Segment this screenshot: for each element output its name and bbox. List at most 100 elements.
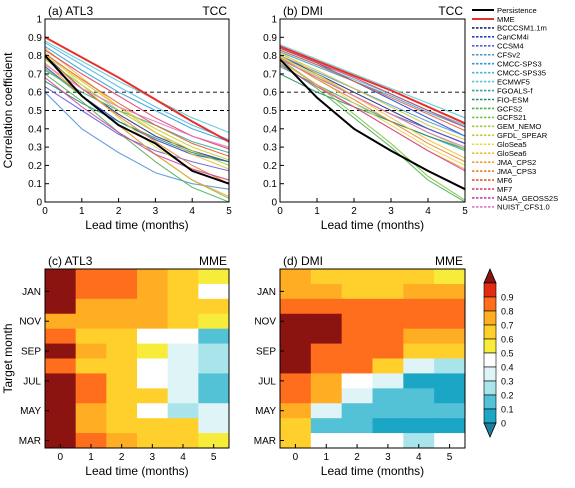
colorbar-box xyxy=(483,380,497,396)
colorbar-tick-label: 0 xyxy=(501,419,506,429)
x-tick-label: 1 xyxy=(88,452,94,463)
y-tick-label: MAY xyxy=(20,406,41,417)
series-line-glosea6 xyxy=(44,47,230,170)
colorbar-box xyxy=(483,296,497,312)
heatmap-cell-may-lead-1 xyxy=(75,403,107,419)
heatmap-cell-apr-lead-2 xyxy=(106,418,138,434)
heatmap-cell-feb-lead-3 xyxy=(137,269,169,285)
colorbar-box xyxy=(483,324,497,340)
colorbar-box xyxy=(483,352,497,368)
x-tick-label: 5 xyxy=(447,452,453,463)
heatmap-cell-oct-lead-3 xyxy=(137,328,169,345)
heatmap-cell-mar-lead-0 xyxy=(280,433,312,449)
heatmap-cell-dec-lead-4 xyxy=(403,298,435,315)
heatmap-cell-nov-lead-5 xyxy=(434,313,466,330)
x-tick-label: 0 xyxy=(277,206,283,217)
heatmap-cell-mar-lead-5 xyxy=(434,433,466,449)
heatmap-cell-apr-lead-3 xyxy=(137,418,169,434)
heatmap-cell-jul-lead-0 xyxy=(45,373,77,389)
heatmap-cell-dec-lead-0 xyxy=(280,298,312,315)
heatmap-cell-jul-lead-2 xyxy=(106,373,138,389)
heatmap-cell-jul-lead-0 xyxy=(280,373,312,389)
heatmap-cell-apr-lead-5 xyxy=(198,418,230,434)
heatmap-cell-jul-lead-3 xyxy=(137,373,169,389)
heatmap-cell-aug-lead-3 xyxy=(137,358,169,374)
legend-label-mf6: MF6 xyxy=(497,176,512,185)
legend-label-ecmwf5: ECMWF5 xyxy=(497,77,530,86)
heatmap-cell-jun-lead-3 xyxy=(137,388,169,404)
heatmap-cell-mar-lead-3 xyxy=(137,433,169,449)
y-tick-label: 0.4 xyxy=(263,124,277,135)
legend-label-persistence: Persistence xyxy=(497,6,537,15)
heatmap-cell-jan-lead-4 xyxy=(403,283,435,300)
heatmap-cell-jan-lead-3 xyxy=(137,283,169,300)
heatmap-cell-nov-lead-1 xyxy=(75,313,107,330)
series-line-persistence xyxy=(279,58,466,191)
y-tick-label: JUL xyxy=(258,376,276,387)
y-tick-label: 0.9 xyxy=(263,33,277,44)
heatmap-cell-jan-lead-0 xyxy=(280,283,312,300)
series-line-cmcc-sps3 xyxy=(279,51,466,128)
heatmap-cell-jul-lead-1 xyxy=(310,373,343,389)
heatmap-cell-feb-lead-3 xyxy=(372,269,404,285)
x-axis-label: Lead time (months) xyxy=(85,464,188,478)
plot-frame xyxy=(279,268,466,449)
heatmap-cell-jan-lead-4 xyxy=(167,283,199,300)
heatmap-cell-jun-lead-5 xyxy=(198,388,230,404)
series-line-cfsv2 xyxy=(279,55,466,137)
heatmap-cell-mar-lead-1 xyxy=(310,433,343,449)
series-line-gem-nemo xyxy=(44,58,230,166)
heatmap-cell-jun-lead-4 xyxy=(403,388,435,404)
y-tick-label: 0.8 xyxy=(263,51,277,62)
legend-label-nuist-cfs1-0: NUIST_CFS1.0 xyxy=(497,203,550,212)
heatmap-cell-dec-lead-1 xyxy=(310,298,343,315)
series-line-ccsm4 xyxy=(44,86,230,172)
y-tick-label: 0.2 xyxy=(28,161,42,172)
series-line-cfsv2 xyxy=(44,91,230,190)
series-line-gcfs2 xyxy=(44,73,230,203)
heatmap-cell-may-lead-1 xyxy=(310,403,343,419)
x-tick-label: 5 xyxy=(211,452,217,463)
series-line-mf6 xyxy=(279,49,466,132)
heatmap-cell-oct-lead-2 xyxy=(106,328,138,345)
legend-label-fgoals-f: FGOALS-f xyxy=(497,86,533,95)
legend-label-gfdl-spear: GFDL_SPEAR xyxy=(497,131,548,140)
heatmap-cell-may-lead-3 xyxy=(137,403,169,419)
heatmap-cell-dec-lead-1 xyxy=(75,298,107,315)
legend-label-fio-esm: FIO-ESM xyxy=(497,95,529,104)
heatmap-cell-oct-lead-5 xyxy=(198,328,230,345)
heatmap-cell-sep-lead-2 xyxy=(341,343,373,359)
y-tick-label: JAN xyxy=(22,287,41,298)
legend-label-jma-cps2: JMA_CPS2 xyxy=(497,158,536,167)
x-tick-label: 4 xyxy=(189,206,195,217)
series-line-cmcc-sps35 xyxy=(44,42,230,141)
heatmap-cell-jun-lead-4 xyxy=(167,388,199,404)
x-tick-label: 1 xyxy=(323,452,329,463)
panel-b-dmi-tcc: 0 1 2 3 4 500.10.20.30.40.50.60.70.80.91Lead … xyxy=(263,4,468,232)
colorbar-tick-label: 0.8 xyxy=(501,307,514,317)
heatmap-cell-aug-lead-3 xyxy=(372,358,404,374)
x-axis-label: Lead time (months) xyxy=(85,218,188,232)
x-axis-label: Lead time (months) xyxy=(321,218,424,232)
heatmap-cell-jan-lead-2 xyxy=(106,283,138,300)
legend-label-ccsm4: CCSM4 xyxy=(497,42,524,51)
plot-frame xyxy=(44,268,230,449)
series-line-mf7 xyxy=(279,47,466,128)
colorbar-tick-label: 0.5 xyxy=(501,349,514,359)
legend-label-gcfs2: GCFS2 xyxy=(497,104,522,113)
colorbar-tick-label: 0.9 xyxy=(501,293,514,303)
y-tick-label: 0.6 xyxy=(263,88,277,99)
panel-label: (d) DMI xyxy=(283,254,323,268)
heatmap-cell-sep-lead-5 xyxy=(198,343,230,359)
heatmap-cell-feb-lead-1 xyxy=(75,269,107,285)
x-tick-label: 4 xyxy=(180,452,186,463)
heatmap-cell-jun-lead-2 xyxy=(106,388,138,404)
colorbar-tick-label: 0.1 xyxy=(501,405,514,415)
heatmap-cell-oct-lead-1 xyxy=(310,328,343,345)
heatmap-cell-sep-lead-4 xyxy=(403,343,435,359)
heatmap-cell-mar-lead-2 xyxy=(106,433,138,449)
heatmap-cell-jul-lead-3 xyxy=(372,373,404,389)
series-line-mme xyxy=(44,36,230,143)
metric-label: TCC xyxy=(438,4,463,18)
